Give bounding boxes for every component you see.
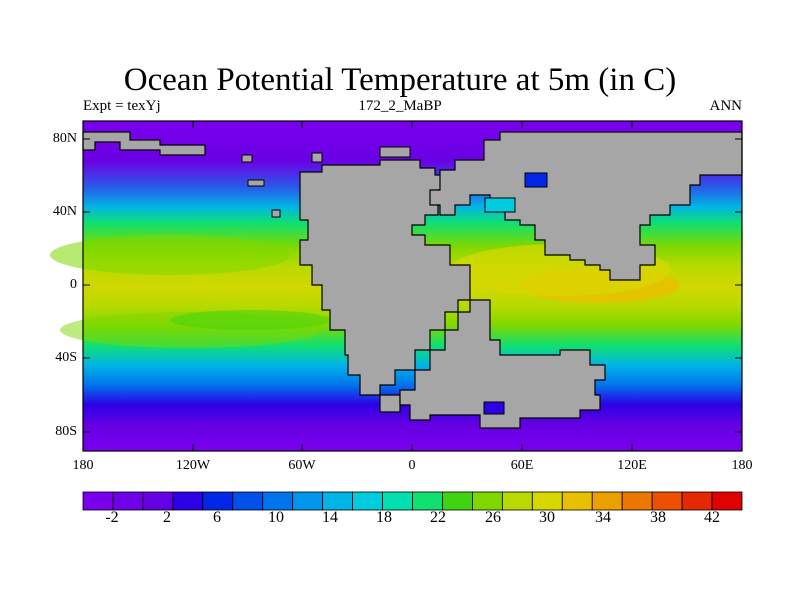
lat-label-40n: 40N (52, 204, 77, 219)
colorbar-swatch (472, 491, 503, 511)
lon-label-120e: 120E (617, 458, 647, 473)
colorbar-swatch (202, 491, 234, 511)
map-title: Ocean Potential Temperature at 5m (in C) (123, 62, 677, 98)
colorbar-label: 22 (430, 509, 446, 526)
colorbar-swatch (292, 491, 324, 511)
lon-label-0: 0 (408, 458, 416, 473)
colorbar-swatch (322, 491, 353, 511)
lon-label-180w: 180 (72, 458, 94, 473)
lon-label-60e: 60E (510, 458, 534, 473)
colorbar-swatch (681, 491, 713, 511)
colorbar-label: 14 (322, 509, 338, 526)
colorbar-swatch (232, 491, 264, 511)
colorbar-label: -2 (105, 509, 119, 526)
inland-sea-2 (484, 197, 516, 213)
colorbar-swatch (352, 491, 383, 511)
lon-label-60w: 60W (288, 458, 316, 473)
lat-label-40s: 40S (55, 350, 77, 365)
colorbar-swatch (172, 491, 204, 511)
colorbar-label: 42 (704, 509, 720, 526)
island-4 (247, 179, 265, 187)
land-africa-eurasia (429, 131, 743, 281)
colorbar-swatch (412, 491, 443, 511)
colorbar-swatch (711, 491, 743, 511)
lat-label-80n: 80N (52, 131, 77, 146)
land (82, 131, 743, 429)
colorbar-label: 34 (595, 509, 611, 526)
land-southern (399, 299, 606, 429)
tick-marks (83, 121, 742, 451)
colorbar-label: 10 (268, 509, 284, 526)
colorbar-swatch (621, 491, 653, 511)
colorbar-label: 2 (163, 509, 171, 526)
lat-label-80s: 80S (55, 424, 77, 439)
colorbar-label: 38 (650, 509, 666, 526)
colorbar-swatch (561, 491, 593, 511)
colorbar-swatch (442, 491, 473, 511)
lon-label-180e: 180 (731, 458, 753, 473)
colorbar-swatch (651, 491, 683, 511)
inland-sea (524, 172, 548, 188)
colorbar-swatch (112, 491, 144, 511)
colorbar (82, 491, 743, 511)
time-label: 172_2_MaBP (358, 98, 442, 114)
colorbar-swatch (591, 491, 623, 511)
colorbar-label: 26 (485, 509, 501, 526)
colorbar-swatch (142, 491, 174, 511)
colorbar-label: 18 (376, 509, 392, 526)
island-5 (271, 209, 281, 218)
island-1 (241, 154, 253, 163)
southern-bay (483, 401, 505, 415)
experiment-label: Expt = texYj (83, 98, 161, 114)
land-polar-west (82, 131, 206, 156)
lon-label-120w: 120W (175, 458, 211, 473)
island-3 (379, 146, 411, 158)
colorbar-swatch (82, 491, 114, 511)
colorbar-swatch (531, 491, 563, 511)
cool-tongue-south (170, 310, 330, 330)
season-label: ANN (709, 98, 743, 114)
colorbar-swatch (501, 491, 533, 511)
colorbar-swatch (262, 491, 294, 511)
lat-label-0: 0 (70, 277, 77, 292)
island-2 (311, 152, 323, 163)
green-tongue (50, 235, 290, 275)
colorbar-label: 30 (539, 509, 555, 526)
colorbar-swatch (382, 491, 413, 511)
colorbar-label: 6 (213, 509, 221, 526)
